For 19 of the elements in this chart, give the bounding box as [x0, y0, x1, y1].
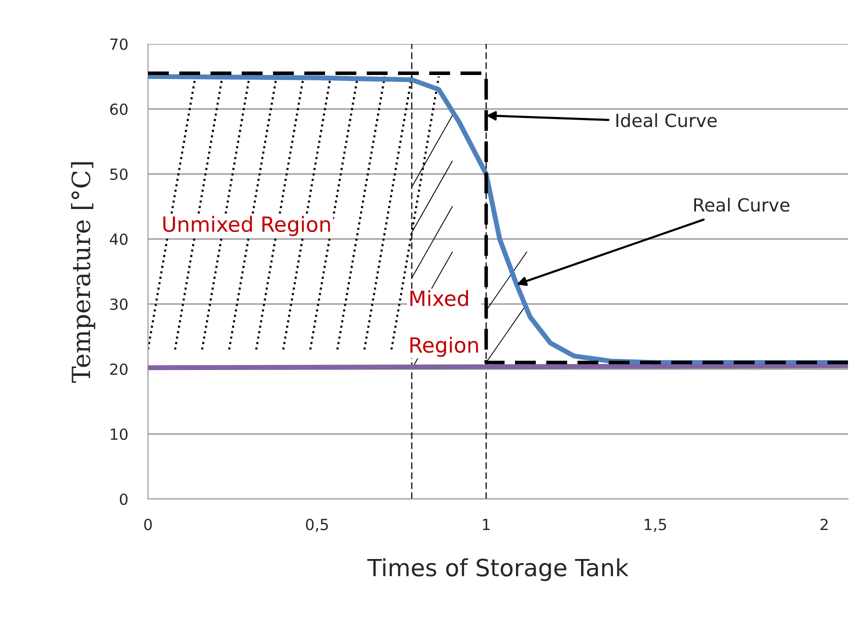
y-tick-label: 40: [110, 233, 128, 246]
x-tick-label: 1: [482, 518, 490, 530]
annotation: Unmixed Region: [163, 216, 330, 236]
annotation: Real Curve: [694, 198, 790, 212]
annotation: Ideal Curve: [616, 113, 717, 128]
x-axis-title: Times of Storage Tank: [367, 558, 629, 582]
x-tick-label: 0: [144, 518, 152, 530]
y-tick-label: 20: [110, 363, 128, 376]
y-tick-label: 0: [120, 493, 128, 506]
text: Mixed Region: [410, 290, 478, 357]
y-tick-label: 30: [110, 298, 128, 310]
x-tick-label: 0,5: [306, 518, 328, 532]
y-tick-label: 70: [110, 38, 128, 50]
y-axis-title: Temperature [°C]: [71, 162, 96, 383]
y-tick-label: 50: [110, 168, 128, 180]
x-tick-label: 2: [820, 518, 828, 530]
x-tick-label: 1,5: [644, 518, 666, 532]
y-tick-label: 60: [110, 103, 128, 116]
y-tick-label: 10: [110, 428, 128, 440]
